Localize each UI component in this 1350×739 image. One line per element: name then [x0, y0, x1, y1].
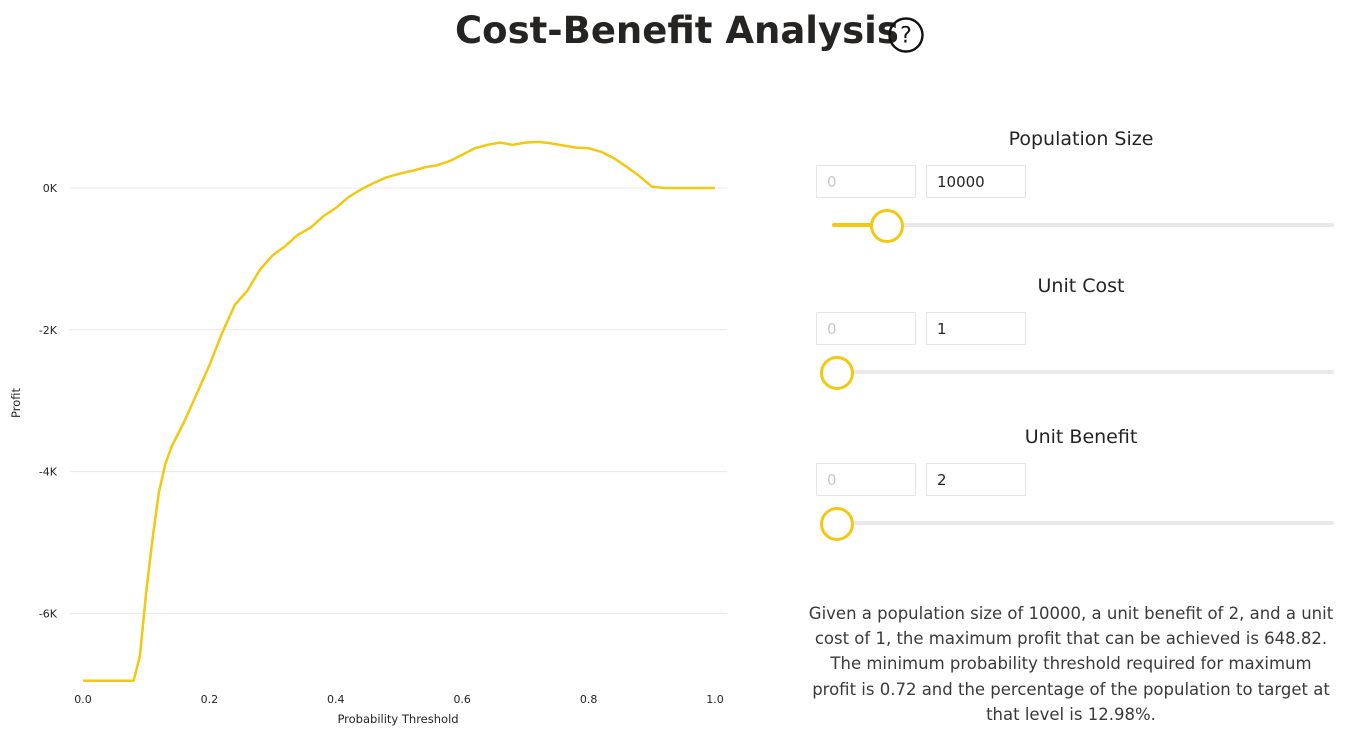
x-tick-label: 1.0: [706, 693, 724, 706]
unit-cost-value-input[interactable]: [926, 312, 1026, 345]
svg-text:?: ?: [900, 24, 912, 49]
population-min-input[interactable]: [816, 165, 916, 198]
unit-benefit-slider-handle[interactable]: [820, 507, 854, 541]
population-slider-fill: [832, 223, 885, 227]
y-tick-label: -4K: [39, 466, 58, 479]
x-tick-label: 0.6: [453, 693, 471, 706]
y-tick-label: -2K: [39, 324, 58, 337]
x-tick-label: 0.2: [201, 693, 219, 706]
x-tick-label: 0.0: [74, 693, 92, 706]
x-tick-label: 0.4: [327, 693, 345, 706]
question-circle-icon[interactable]: ?: [887, 16, 925, 54]
x-tick-label: 0.8: [580, 693, 598, 706]
unit-cost-label: Unit Cost: [1037, 275, 1125, 297]
unit-benefit-value-input[interactable]: [926, 463, 1026, 496]
unit-cost-slider[interactable]: [820, 356, 1334, 390]
profit-series-line: [83, 140, 715, 683]
y-axis-title: Profit: [9, 388, 23, 418]
x-axis-title: Probability Threshold: [337, 712, 458, 726]
population-size-label: Population Size: [1008, 128, 1154, 150]
unit-benefit-label: Unit Benefit: [1024, 426, 1138, 448]
unit-cost-slider-handle[interactable]: [820, 356, 854, 390]
page-title: Cost-Benefit Analysis: [455, 9, 899, 52]
population-slider[interactable]: [832, 209, 1334, 243]
unit-benefit-slider[interactable]: [820, 507, 1334, 541]
unit-benefit-min-input[interactable]: [816, 463, 916, 496]
title-bar: Cost-Benefit Analysis ?: [0, 0, 1350, 70]
y-tick-label: 0K: [43, 182, 58, 195]
population-value-input[interactable]: [926, 165, 1026, 198]
unit-cost-min-input[interactable]: [816, 312, 916, 345]
y-tick-label: -6K: [39, 607, 58, 620]
population-slider-handle[interactable]: [869, 209, 904, 243]
profit-chart: 0K -2K -4K -6K 0.0 0.2 0.4 0.6 0.8 1.0 Probability…: [0, 95, 740, 739]
profit-line-chart: 0K -2K -4K -6K 0.0 0.2 0.4 0.6 0.8 1.0 Probability…: [9, 140, 727, 726]
summary-text: Given a population size of 10000, a unit…: [808, 604, 1334, 724]
